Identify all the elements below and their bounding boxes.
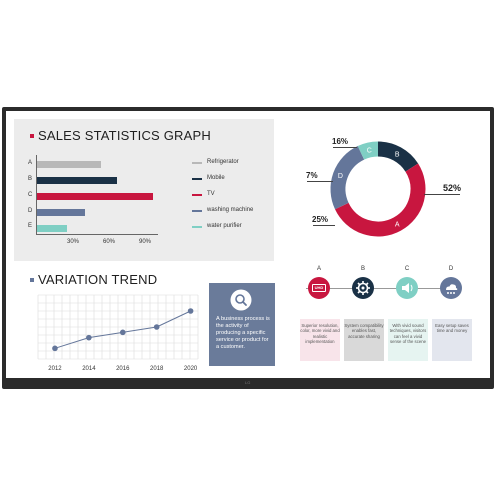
donut-leader-line-c	[307, 181, 333, 182]
sales-cat-label: C	[28, 192, 33, 198]
legend-label: Refrigerator	[207, 159, 239, 165]
bar-e	[37, 225, 67, 232]
sales-cat-label: B	[28, 176, 33, 182]
donut-slice-label: A	[395, 222, 400, 229]
gear-icon	[356, 281, 370, 295]
sales-x-tick: 90%	[139, 239, 152, 245]
legend-label: TV	[207, 191, 215, 197]
legend-swatch-washing-machine	[192, 210, 202, 212]
sales-title: SALES STATISTICS GRAPH	[38, 128, 211, 143]
bar-b	[37, 177, 118, 184]
donut-value-label-a: 52%	[443, 183, 462, 193]
donut-slice-a	[335, 163, 426, 237]
legend-swatch-mobile	[192, 178, 202, 180]
trend-x-tick: 2020	[184, 366, 198, 372]
speaker-icon	[402, 283, 413, 293]
sales-y-axis	[36, 155, 37, 235]
feature-card-a: Superior resolution, color, more vivid a…	[300, 319, 340, 361]
sales-x-axis	[36, 234, 158, 235]
bar-d	[37, 209, 85, 216]
trend-point	[119, 329, 126, 336]
donut-slice-b	[377, 141, 419, 172]
sales-cat-label: E	[28, 223, 33, 229]
info-box: A business process is the activity of pr…	[209, 283, 275, 366]
feature-letter: D	[448, 266, 454, 272]
donut-leader-line-a	[424, 194, 460, 195]
donut-leader-line-b	[333, 147, 357, 148]
donut-slice-d	[330, 146, 365, 210]
bar-c	[37, 193, 154, 200]
feature-letter: C	[404, 266, 410, 272]
legend-swatch-refrigerator	[192, 162, 202, 164]
feature-connector-line	[306, 288, 454, 289]
bar-a	[37, 161, 101, 168]
feature-c-circle	[396, 277, 418, 299]
trend-x-tick: 2012	[48, 366, 62, 372]
donut-slice-label: C	[367, 147, 372, 154]
trend-point	[187, 308, 194, 314]
feature-card-c: With vivid sound techniques, visitors ca…	[388, 319, 428, 361]
donut-value-label-b: 16%	[332, 137, 349, 146]
sales-panel	[14, 119, 274, 261]
legend-label: Mobile	[207, 175, 225, 181]
trend-point	[52, 345, 58, 352]
sales-cat-label: D	[28, 208, 33, 214]
trend-x-tick: 2014	[82, 366, 96, 372]
uhd-icon: UHD	[312, 284, 326, 292]
feature-a-circle: UHD	[308, 277, 330, 299]
donut-leader-line-d	[313, 225, 335, 226]
feature-card-d: Easy setup saves time and money	[432, 319, 472, 361]
feature-letter: A	[316, 266, 321, 272]
trend-title: VARIATION TREND	[38, 272, 158, 287]
trend-chart: 2012 2014 2016 2018 2020	[37, 294, 199, 372]
display-screen: SALES STATISTICS GRAPH A B C D E 30% 60%…	[6, 111, 490, 378]
feature-letter: B	[360, 266, 365, 272]
cloud-icon	[446, 284, 458, 294]
donut-value-label-c: 7%	[306, 171, 318, 180]
donut-value-label-d: 25%	[312, 215, 329, 224]
sales-cat-label: A	[28, 160, 33, 166]
legend-swatch-tv	[192, 194, 202, 196]
info-box-text: A business process is the activity of pr…	[216, 316, 270, 350]
feature-b-circle	[352, 277, 374, 299]
trend-point	[86, 334, 92, 341]
feature-d-circle	[440, 277, 462, 299]
sales-x-tick: 60%	[103, 239, 116, 245]
trend-x-tick: 2018	[150, 366, 164, 372]
sales-x-tick: 30%	[67, 239, 80, 245]
donut-slice-label: B	[395, 151, 400, 158]
legend-swatch-water-purifier	[192, 226, 202, 228]
search-icon	[230, 289, 252, 311]
donut-slice-c	[357, 141, 379, 160]
feature-card-b: System compatibility enables fast, accur…	[344, 319, 384, 361]
trend-point	[153, 324, 160, 330]
trend-x-tick: 2016	[116, 366, 130, 372]
legend-label: washing machine	[207, 207, 254, 213]
trend-bullet-icon	[30, 278, 34, 282]
donut-slice-label: D	[338, 173, 343, 180]
legend-label: water purifier	[207, 223, 242, 229]
sales-bullet-icon	[30, 134, 34, 138]
donut-chart: B A D C	[330, 141, 426, 237]
tv-brand-logo: LG	[245, 380, 251, 385]
